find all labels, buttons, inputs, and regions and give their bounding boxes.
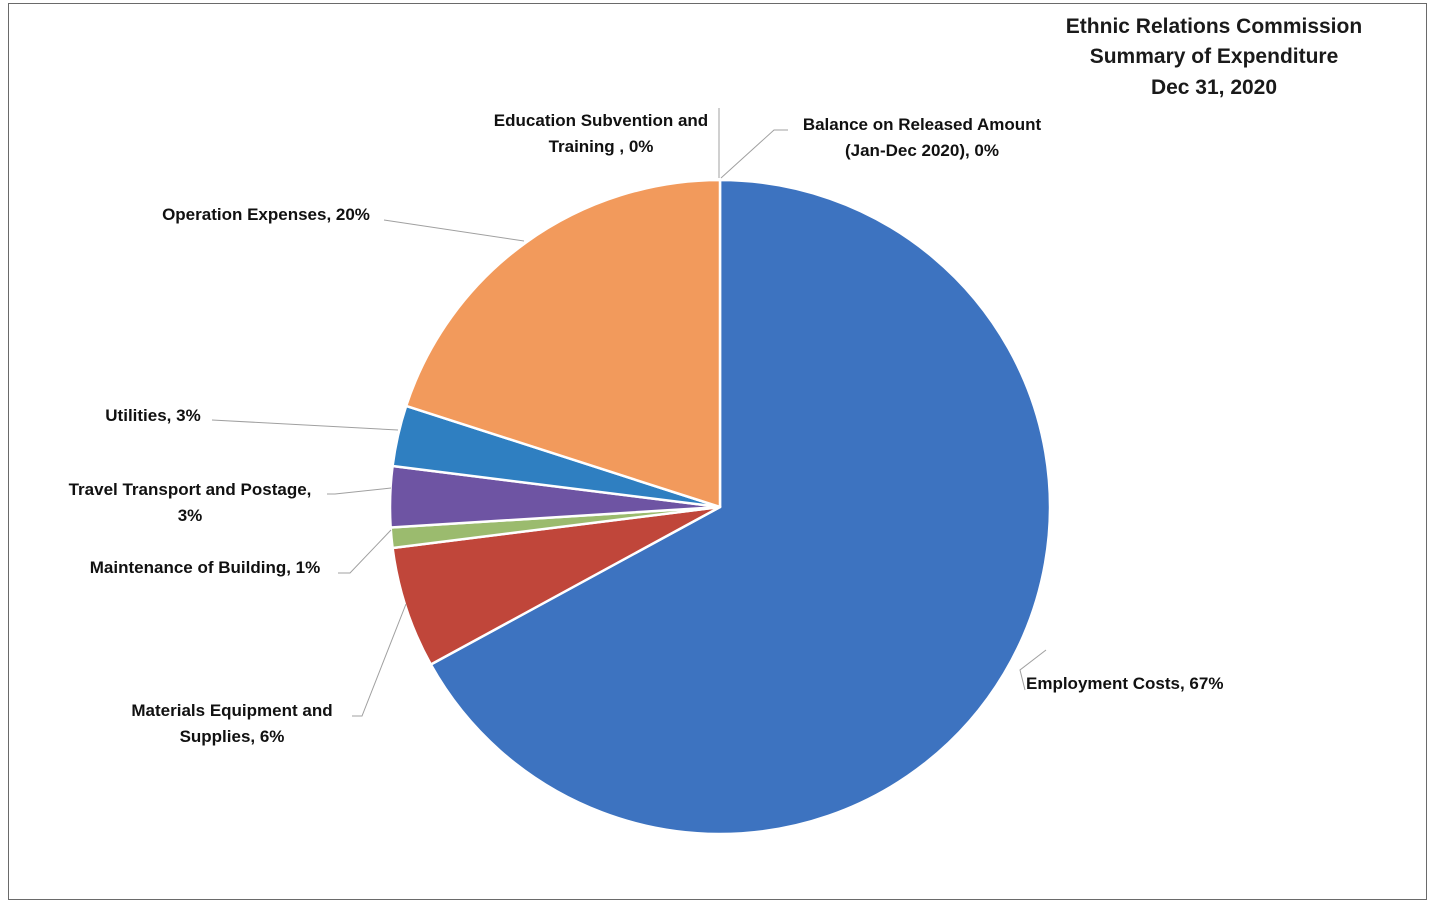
leader-line-materials-equipment-and-supplies [352, 604, 406, 716]
data-label-line: Employment Costs, 67% [1026, 674, 1223, 693]
data-label-travel-transport-and-postage: Travel Transport and Postage, 3% [69, 480, 312, 525]
data-label-line: Training , 0% [549, 137, 654, 156]
data-label-line: 3% [178, 506, 203, 525]
chart-title-line-1: Ethnic Relations Commission [1066, 15, 1362, 38]
data-label-line: Materials Equipment and [131, 701, 332, 720]
data-label-operation-expenses: Operation Expenses, 20% [162, 205, 370, 224]
data-label-education-subvention-and-training: Education Subvention and Training , 0% [494, 111, 708, 156]
leader-line-operation-expenses [384, 220, 524, 241]
data-label-line: Supplies, 6% [180, 727, 285, 746]
leader-line-balance-on-released-amount-jan-dec-2020 [721, 130, 788, 178]
data-label-line: Operation Expenses, 20% [162, 205, 370, 224]
chart-title-line-3: Dec 31, 2020 [1151, 76, 1277, 99]
data-label-line: Maintenance of Building, 1% [90, 558, 320, 577]
data-label-line: (Jan-Dec 2020), 0% [845, 141, 999, 160]
data-label-line: Utilities, 3% [105, 406, 200, 425]
data-label-line: Balance on Released Amount [803, 115, 1042, 134]
chart-title-line-2: Summary of Expenditure [1090, 45, 1339, 68]
data-label-line: Education Subvention and [494, 111, 708, 130]
leader-line-utilities [212, 420, 398, 430]
data-label-employment-costs: Employment Costs, 67% [1026, 674, 1223, 693]
leader-line-travel-transport-and-postage [327, 488, 391, 494]
data-label-materials-equipment-and-supplies: Materials Equipment and Supplies, 6% [131, 701, 332, 746]
data-label-utilities: Utilities, 3% [105, 406, 200, 425]
data-label-balance-on-released-amount-jan-dec-2020: Balance on Released Amount (Jan-Dec 2020)… [803, 115, 1042, 160]
data-label-maintenance-of-building: Maintenance of Building, 1% [90, 558, 320, 577]
leader-line-maintenance-of-building [338, 530, 391, 573]
pie-slices [390, 180, 1050, 834]
data-label-line: Travel Transport and Postage, [69, 480, 312, 499]
